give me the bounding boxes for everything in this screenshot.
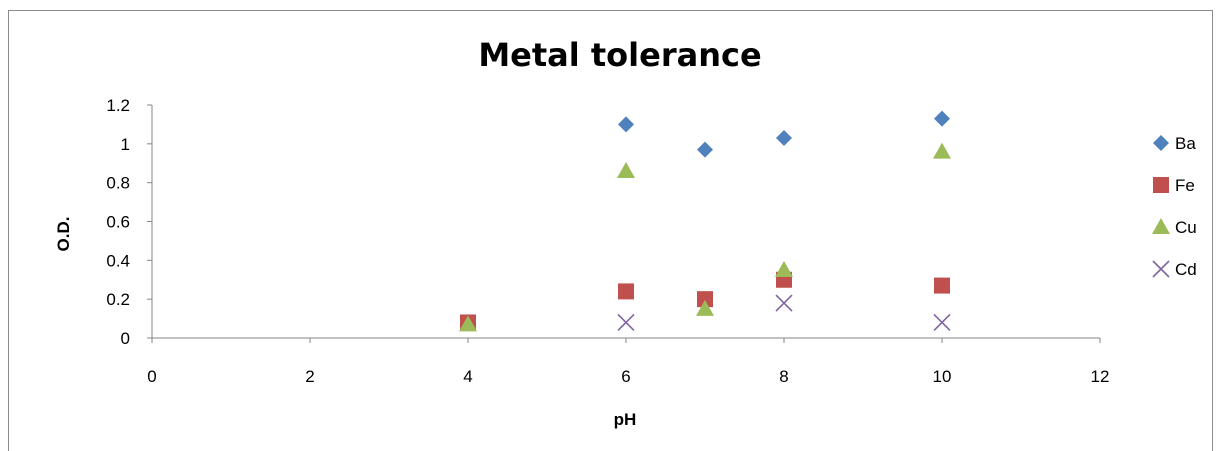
point-cu [696,299,714,316]
x-tick-label: 2 [305,367,314,386]
point-cd [933,313,951,332]
point-cu [617,162,635,179]
legend-item-fe: Fe [1153,176,1195,195]
point-cu [933,142,951,159]
point-cd [775,294,793,312]
point-ba [618,116,634,133]
series-ba [618,110,950,158]
legend-item-ba: Ba [1153,134,1196,153]
point-cu [459,315,477,332]
point-cd [617,313,635,332]
x-tick-label: 8 [779,367,788,386]
legend-item-cu: Cu [1152,218,1197,237]
x-tick-label: 6 [621,367,630,386]
point-ba [697,141,713,158]
point-fe [934,277,950,294]
axes: 0 0.2 0.4 0.6 0.8 1 1.2 0 2 4 6 8 10 12 [106,96,1109,386]
y-tick-label: 0.6 [106,213,130,232]
legend-marker-fe [1153,177,1169,193]
chart-frame [8,10,1213,451]
legend: Ba Fe Cu Cd [1152,134,1197,279]
point-fe [697,291,713,308]
x-tick-label: 4 [463,367,472,386]
series-cu [459,142,951,332]
legend-label: Cu [1175,218,1197,237]
x-tick-label: 10 [933,367,952,386]
x-tick-label: 12 [1091,367,1110,386]
legend-marker-cu [1152,218,1170,234]
point-fe [618,283,634,300]
y-axis-label: O.D. [54,217,73,252]
chart-title: Metal tolerance [478,36,761,74]
legend-label: Ba [1175,134,1196,153]
point-ba [934,110,950,127]
x-tick-label: 0 [147,367,156,386]
legend-item-cd: Cd [1152,260,1197,279]
y-tick-label: 0.4 [106,251,130,270]
x-axis-label: pH [614,410,637,429]
y-tick-label: 1.2 [106,96,130,115]
y-tick-label: 0.2 [106,290,130,309]
data-marks [459,110,951,332]
y-tick-label: 0.8 [106,174,130,193]
y-tick-label: 0 [121,329,130,348]
legend-marker-ba [1153,135,1169,151]
series-cd [617,294,951,332]
legend-label: Cd [1175,260,1197,279]
legend-label: Fe [1175,176,1195,195]
point-cu [775,261,793,278]
y-tick-label: 1 [121,135,130,154]
point-ba [776,130,792,147]
legend-marker-cd [1152,260,1170,278]
